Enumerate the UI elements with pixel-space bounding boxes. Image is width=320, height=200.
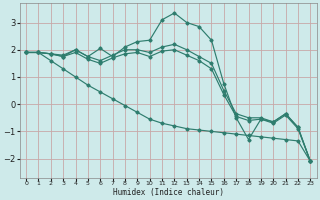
X-axis label: Humidex (Indice chaleur): Humidex (Indice chaleur) [113, 188, 224, 197]
